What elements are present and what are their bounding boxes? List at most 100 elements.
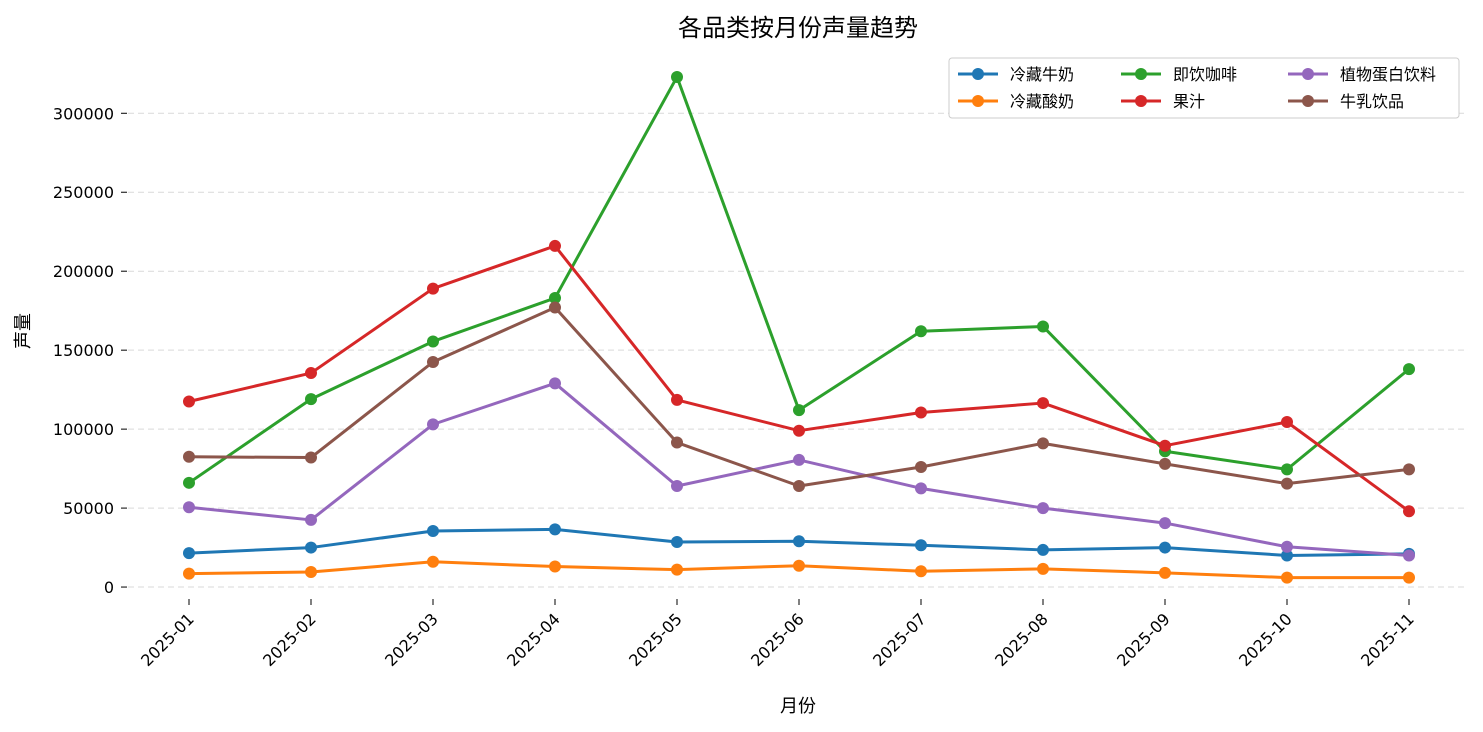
data-point [1037, 437, 1049, 450]
data-point [1281, 463, 1293, 476]
data-point [671, 563, 683, 576]
data-point [793, 424, 805, 437]
data-point [671, 393, 683, 406]
data-point [793, 559, 805, 572]
data-point [427, 524, 439, 537]
legend-item: 冷藏牛奶 [958, 65, 1074, 84]
data-point [915, 325, 927, 338]
legend-swatch-marker [972, 95, 984, 107]
x-axis-label: 月份 [780, 696, 816, 717]
legend-item: 果汁 [1121, 92, 1205, 111]
data-point [1037, 502, 1049, 515]
data-point [671, 479, 683, 492]
data-point [1159, 439, 1171, 452]
x-tick-label: 2025-01 [137, 609, 198, 670]
data-point [549, 301, 561, 314]
data-point [305, 393, 317, 406]
y-axis-label: 声量 [13, 313, 34, 349]
legend-item: 植物蛋白饮料 [1288, 65, 1436, 84]
y-tick-label: 300000 [53, 104, 114, 123]
legend-swatch-marker [1302, 95, 1314, 107]
y-tick-label: 0 [104, 578, 114, 597]
legend-swatch-marker [1135, 95, 1147, 107]
x-axis-ticks: 2025-01 2025-02 2025-03 2025-04 2025-05 2025-… [137, 599, 1418, 670]
data-point [305, 367, 317, 380]
legend-frame [948, 57, 1460, 119]
data-point [183, 501, 195, 514]
data-point [671, 70, 683, 83]
data-point [915, 482, 927, 495]
x-tick-label: 2025-06 [747, 609, 808, 670]
legend-item: 冷藏酸奶 [958, 92, 1074, 111]
series-2 [183, 555, 1415, 584]
data-point [1037, 320, 1049, 333]
legend-swatch-marker [1135, 68, 1147, 80]
data-point [549, 239, 561, 252]
x-tick-label: 2025-02 [259, 609, 320, 670]
legend-label: 植物蛋白饮料 [1340, 65, 1436, 84]
data-point [915, 539, 927, 552]
x-tick-label: 2025-03 [381, 609, 442, 670]
x-tick-label: 2025-07 [869, 609, 930, 670]
data-point [671, 436, 683, 449]
x-tick-label: 2025-10 [1235, 609, 1296, 670]
data-point [427, 418, 439, 431]
legend-label: 冷藏牛奶 [1010, 65, 1074, 84]
data-point [793, 453, 805, 466]
x-tick-label: 2025-09 [1113, 609, 1174, 670]
series-6 [183, 301, 1415, 492]
data-point [1281, 549, 1293, 562]
data-point [549, 523, 561, 536]
data-point [1403, 571, 1415, 584]
data-point [183, 476, 195, 489]
data-point [305, 541, 317, 554]
data-point [1403, 505, 1415, 518]
y-axis-ticks: 0 50000 100000 150000 200000 250000 300000 [53, 104, 127, 597]
data-point [915, 565, 927, 578]
data-point [1403, 549, 1415, 562]
data-point [427, 335, 439, 348]
data-point [305, 451, 317, 464]
data-point [183, 567, 195, 580]
data-point [305, 566, 317, 579]
data-point [1281, 540, 1293, 553]
legend-label: 即饮咖啡 [1173, 65, 1237, 84]
chart-title: 各品类按月份声量趋势 [678, 14, 918, 42]
series-5 [183, 377, 1415, 562]
data-point [793, 404, 805, 417]
grid [128, 112, 1468, 588]
legend-item: 牛乳饮品 [1288, 92, 1404, 111]
data-point [549, 377, 561, 390]
data-point [915, 461, 927, 474]
data-point [427, 356, 439, 369]
data-point [1403, 463, 1415, 476]
data-point [549, 560, 561, 573]
x-tick-label: 2025-05 [625, 609, 686, 670]
data-point [427, 282, 439, 295]
data-point [793, 535, 805, 548]
data-point [549, 292, 561, 305]
series-group [183, 70, 1415, 584]
data-point [1037, 397, 1049, 410]
data-point [1159, 541, 1171, 554]
data-point [183, 547, 195, 560]
data-point [915, 406, 927, 419]
data-point [427, 555, 439, 568]
data-point [1281, 477, 1293, 490]
series-1 [183, 523, 1415, 562]
y-tick-label: 250000 [53, 183, 114, 202]
series-3 [183, 70, 1415, 489]
legend-label: 牛乳饮品 [1340, 92, 1404, 111]
data-point [305, 513, 317, 526]
data-point [1281, 571, 1293, 584]
y-tick-label: 200000 [53, 262, 114, 281]
series-line [188, 75, 1410, 485]
y-tick-label: 100000 [53, 420, 114, 439]
data-point [1037, 562, 1049, 575]
y-tick-label: 50000 [63, 499, 114, 518]
data-point [1159, 457, 1171, 470]
legend-label: 果汁 [1173, 92, 1205, 111]
